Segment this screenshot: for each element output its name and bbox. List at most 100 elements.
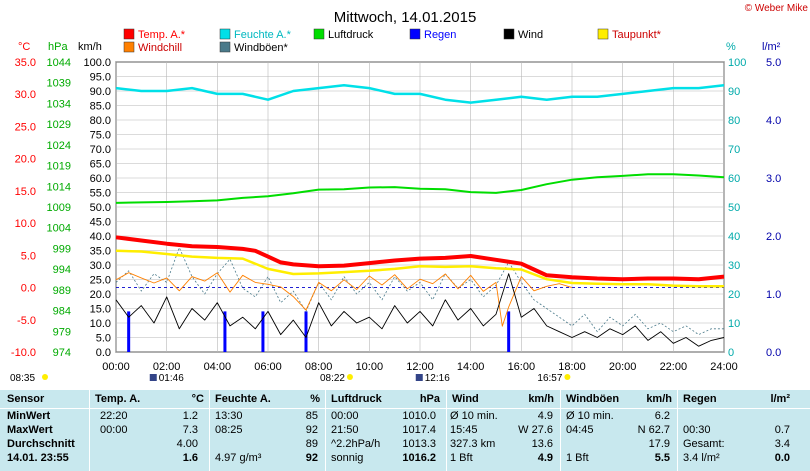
- speed-tick-label: 35.0: [90, 246, 111, 258]
- axis-unit-labels: °C hPa km/h% l/m²: [18, 41, 781, 53]
- humidity-tick-label: 30: [728, 260, 740, 272]
- legend-label: Feuchte A.*: [234, 29, 292, 41]
- rain-tick-label: 5.0: [766, 57, 781, 69]
- humidity-time: 4.97 g/m³: [215, 452, 262, 464]
- humidity-tick-label: 100: [728, 57, 746, 69]
- legend-swatch: [409, 28, 421, 40]
- temp-tick-label: 15.0: [15, 186, 36, 198]
- x-tick-label: 04:00: [204, 361, 232, 373]
- humidity-value: 85: [305, 410, 318, 422]
- x-tick-label: 20:00: [609, 361, 637, 373]
- gust-value: 6.2: [654, 410, 670, 422]
- rain-tick-label: 3.0: [766, 173, 781, 185]
- x-tick-label: 02:00: [153, 361, 181, 373]
- speed-tick-label: 75.0: [90, 130, 111, 142]
- pressure-tick-label: 1044: [47, 57, 71, 69]
- header-wind: Wind: [452, 393, 479, 405]
- pressure-tick-label: 974: [53, 347, 71, 359]
- humidity-time: 13:30: [215, 410, 243, 422]
- rain-value: 0.7: [774, 424, 790, 436]
- legend: Temp. A.* Feuchte A.* Luftdruck Regen Wind Ta…: [123, 28, 662, 54]
- temp-tick-label: 30.0: [15, 89, 36, 101]
- temp-time: 00:00: [100, 424, 128, 436]
- speed-tick-label: 5.0: [96, 333, 111, 345]
- legend-swatch: [597, 28, 609, 40]
- gust-time: 04:45: [566, 424, 594, 436]
- chart-grid: [115, 61, 725, 353]
- table-column-divider: [89, 390, 90, 471]
- speed-tick-label: 70.0: [90, 144, 111, 156]
- speed-tick-label: 95.0: [90, 72, 111, 84]
- speed-tick-label: 25.0: [90, 275, 111, 287]
- rain-bar: [127, 311, 131, 352]
- gust-time: 1 Bft: [566, 452, 589, 464]
- pressure-tick-label: 979: [53, 326, 71, 338]
- temp-value: 4.00: [176, 438, 198, 450]
- row-label: MinWert: [7, 410, 51, 422]
- header-rain-unit: l/m²: [770, 393, 790, 405]
- axis-ticks: 35.0 30.0 25.0 20.0 15.0 10.0 5.0 0.0 -5.0 -10.0 1…: [11, 57, 781, 373]
- header-humidity: Feuchte A.: [215, 393, 271, 405]
- wind-time: 1 Bft: [450, 452, 473, 464]
- speed-tick-label: 90.0: [90, 86, 111, 98]
- humidity-value: 92: [305, 452, 318, 464]
- rain-value: 0.0: [774, 452, 790, 464]
- legend-label: Windchill: [138, 42, 182, 54]
- x-tick-label: 00:00: [102, 361, 130, 373]
- wind-line: [115, 273, 725, 347]
- gust-time: Ø 10 min.: [566, 410, 614, 422]
- speed-tick-label: 30.0: [90, 260, 111, 272]
- row-label: 14.01. 23:55: [7, 452, 69, 464]
- rain-tick-label: 4.0: [766, 115, 781, 127]
- legend-swatch: [123, 28, 135, 40]
- dawn-time: 08:35: [10, 373, 35, 384]
- legend-swatch: [123, 41, 135, 53]
- header-gust-unit: km/h: [646, 393, 672, 405]
- speed-tick-label: 85.0: [90, 101, 111, 113]
- pressure-tick-label: 999: [53, 243, 71, 255]
- table-column-divider: [677, 390, 678, 471]
- legend-swatch: [219, 28, 231, 40]
- humidity-tick-label: 50: [728, 202, 740, 214]
- pressure-tick-label: 1019: [47, 161, 71, 173]
- header-temp-unit: °C: [191, 393, 204, 405]
- pressure-axis-unit: hPa: [48, 41, 68, 53]
- sunset-icon: [564, 374, 571, 380]
- legend-label: Regen: [424, 29, 456, 41]
- row-label: MaxWert: [7, 424, 53, 436]
- speed-tick-label: 60.0: [90, 173, 111, 185]
- header-temp: Temp. A.: [95, 393, 141, 405]
- legend-label: Wind: [518, 29, 543, 41]
- x-tick-label: 16:00: [508, 361, 536, 373]
- speed-tick-label: 100.0: [83, 57, 111, 69]
- header-pressure-unit: hPa: [419, 393, 440, 405]
- humidity-tick-label: 10: [728, 318, 740, 330]
- speed-tick-label: 10.0: [90, 318, 111, 330]
- speed-tick-label: 80.0: [90, 115, 111, 127]
- pressure-value: 1010.0: [402, 410, 436, 422]
- rain-tick-label: 2.0: [766, 231, 781, 243]
- legend-swatch: [313, 28, 325, 40]
- temp-tick-label: 25.0: [15, 121, 36, 133]
- sunrise-time: 08:22: [320, 373, 345, 384]
- moonset-icon: [415, 374, 423, 381]
- humidity-tick-label: 90: [728, 86, 740, 98]
- wind-time: 327.3 km: [450, 438, 496, 450]
- row-label: Durchschnitt: [7, 438, 75, 450]
- speed-tick-label: 20.0: [90, 289, 111, 301]
- pressure-value: 1013.3: [402, 438, 436, 450]
- pressure-tick-label: 994: [53, 264, 71, 276]
- moonset-time: 12:16: [425, 373, 450, 384]
- temp-line: [115, 235, 725, 282]
- rain-bar: [223, 311, 227, 352]
- table-column-divider: [325, 390, 326, 471]
- humidity-value: 92: [305, 424, 318, 436]
- pressure-tick-label: 984: [53, 306, 71, 318]
- humidity-tick-label: 40: [728, 231, 740, 243]
- rain-axis-unit: l/m²: [762, 41, 781, 53]
- header-rain: Regen: [683, 393, 717, 405]
- plot-area: [115, 83, 725, 352]
- pressure-tick-label: 1004: [47, 223, 71, 235]
- table-column-divider: [560, 390, 561, 471]
- pressure-tick-label: 1039: [47, 78, 71, 90]
